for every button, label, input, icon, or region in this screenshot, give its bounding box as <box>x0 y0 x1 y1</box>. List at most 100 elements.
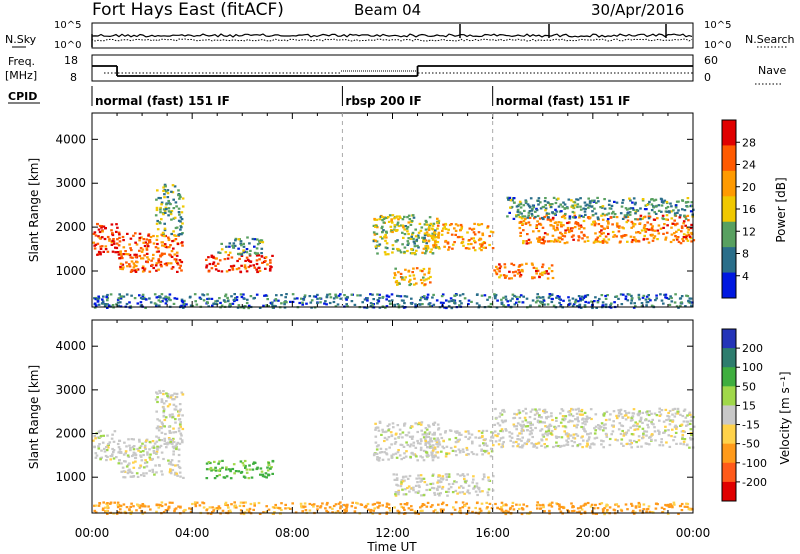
range-cell <box>129 270 133 273</box>
range-cell <box>160 421 164 424</box>
range-cell <box>152 449 156 453</box>
range-cell <box>670 210 673 213</box>
range-cell <box>620 236 624 239</box>
range-cell <box>116 251 120 254</box>
range-cell <box>405 503 409 506</box>
range-cell <box>493 293 496 296</box>
range-cell <box>160 470 163 473</box>
range-cell <box>308 295 312 298</box>
range-cell <box>445 299 448 302</box>
range-cell <box>369 302 373 305</box>
range-cell <box>168 246 171 249</box>
range-cell <box>175 392 179 395</box>
range-cell <box>686 214 690 217</box>
range-cell <box>228 468 232 471</box>
range-cell <box>578 410 581 413</box>
range-cell <box>239 240 243 243</box>
range-cell <box>265 476 268 479</box>
range-cell <box>422 449 426 452</box>
range-cell <box>580 413 583 416</box>
range-cell <box>508 508 512 511</box>
range-cell <box>688 411 692 414</box>
range-cell <box>556 503 559 506</box>
range-cell <box>157 503 160 506</box>
range-cell <box>105 296 108 299</box>
range-cell <box>544 204 547 207</box>
range-cell <box>486 506 489 509</box>
range-cell <box>328 506 332 509</box>
range-cell <box>486 491 490 494</box>
range-cell <box>393 225 397 228</box>
range-cell <box>642 433 645 436</box>
range-cell <box>194 300 197 303</box>
range-cell <box>220 270 224 273</box>
range-cell <box>645 295 649 298</box>
range-cell <box>543 446 547 449</box>
range-cell <box>551 218 555 221</box>
range-cell <box>607 222 610 225</box>
y-tick-label: 3000 <box>55 176 86 190</box>
range-cell <box>100 302 104 305</box>
range-cell <box>674 235 677 238</box>
range-cell <box>514 270 518 273</box>
range-cell <box>248 468 252 471</box>
range-cell <box>539 507 542 510</box>
range-cell <box>600 443 603 446</box>
range-cell <box>558 505 561 508</box>
range-cell <box>164 211 167 214</box>
range-cell <box>634 238 637 241</box>
range-cell <box>326 293 329 296</box>
range-cell <box>399 433 402 436</box>
range-cell <box>574 222 577 225</box>
range-cell <box>454 436 458 440</box>
range-cell <box>224 503 227 506</box>
range-cell <box>135 243 139 246</box>
range-cell <box>441 501 445 504</box>
range-cell <box>385 438 389 441</box>
colorbar-swatch <box>722 120 736 146</box>
range-cell <box>597 200 600 203</box>
range-cell <box>104 248 108 251</box>
range-cell <box>96 253 99 256</box>
range-cell <box>602 424 606 427</box>
range-cell <box>152 266 155 270</box>
range-cell <box>130 294 133 297</box>
range-cell <box>583 304 587 307</box>
range-cell <box>591 306 594 310</box>
range-cell <box>683 408 687 411</box>
range-cell <box>403 233 407 236</box>
range-cell <box>580 410 583 413</box>
range-cell <box>174 258 178 261</box>
range-cell <box>403 508 406 511</box>
range-cell <box>378 296 381 300</box>
range-cell <box>628 197 631 200</box>
range-cell <box>177 189 180 192</box>
range-cell <box>231 244 234 247</box>
range-cell <box>427 271 431 275</box>
range-cell <box>432 222 436 225</box>
range-cell <box>412 240 416 243</box>
range-cell <box>109 502 112 505</box>
range-cell <box>242 512 246 516</box>
range-cell <box>528 210 532 213</box>
range-cell <box>410 297 413 300</box>
range-cell <box>522 204 526 207</box>
range-cell <box>463 492 466 495</box>
range-cell <box>564 212 567 216</box>
range-cell <box>470 237 473 240</box>
range-cell <box>162 297 165 300</box>
range-cell <box>454 489 458 492</box>
range-cell <box>129 237 133 240</box>
range-cell <box>122 253 125 256</box>
range-cell <box>168 293 172 296</box>
range-cell <box>394 491 398 494</box>
range-cell <box>385 502 389 505</box>
range-cell <box>253 502 256 505</box>
range-cell <box>216 262 220 265</box>
range-cell <box>117 511 120 514</box>
range-cell <box>521 222 524 225</box>
range-cell <box>512 217 516 220</box>
range-cell <box>155 450 159 453</box>
range-cell <box>423 223 427 226</box>
